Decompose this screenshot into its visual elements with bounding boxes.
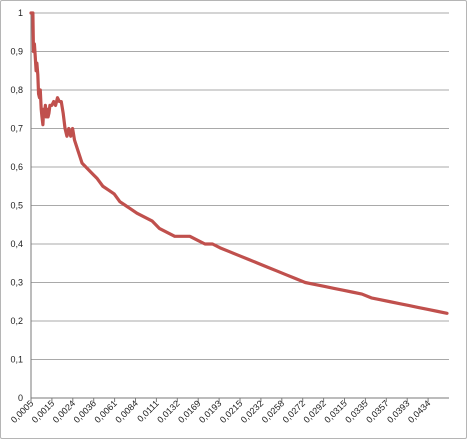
x-tick-label: 0,0272 xyxy=(281,398,308,425)
x-tick-labels: 0,00050,00150,00240,00360,00610,00840,01… xyxy=(9,398,433,425)
y-tick-label: 0,9 xyxy=(10,47,23,57)
y-tick-label: 1 xyxy=(18,8,23,18)
gridlines xyxy=(31,12,449,360)
y-tick-label: 0,8 xyxy=(10,85,23,95)
x-tick-label: 0,0061 xyxy=(92,398,119,425)
x-tick-label: 0,0434 xyxy=(406,398,433,425)
series xyxy=(29,11,449,315)
x-tick-label: 0,0357 xyxy=(364,398,391,425)
y-tick-label: 0,3 xyxy=(10,278,23,288)
x-tick-label: 0,0315 xyxy=(322,398,349,425)
y-tick-label: 0,6 xyxy=(10,162,23,172)
x-tick-label: 0,0132 xyxy=(155,398,182,425)
x-tick-label: 0,0193 xyxy=(197,398,224,425)
series-line xyxy=(29,11,449,315)
y-tick-label: 0,4 xyxy=(10,239,23,249)
y-tick-label: 0,1 xyxy=(10,355,23,365)
y-tick-label: 0,2 xyxy=(10,316,23,326)
y-tick-label: 0,7 xyxy=(10,124,23,134)
x-tick-label: 0,0393 xyxy=(385,398,412,425)
x-tick-label: 0,0084 xyxy=(113,398,140,425)
x-tick-label: 0,0036 xyxy=(72,398,99,425)
y-tick-label: 0,5 xyxy=(10,201,23,211)
x-tick-label: 0,0215 xyxy=(218,398,245,425)
x-tick-label: 0,0015 xyxy=(30,398,57,425)
x-tick-label: 0,0292 xyxy=(301,398,328,425)
x-tick-label: 0,0335 xyxy=(343,398,370,425)
axes xyxy=(30,13,449,402)
x-tick-label: 0,0258 xyxy=(260,398,287,425)
y-tick-labels: 0 0,1 0,2 0,3 0,4 0,5 0,6 0,7 0,8 0,9 1 xyxy=(10,8,23,403)
x-tick-label: 0,0169 xyxy=(176,398,203,425)
y-tick-label: 0 xyxy=(18,393,23,403)
x-tick-label: 0,0024 xyxy=(51,398,78,425)
x-tick-label: 0,0232 xyxy=(239,398,266,425)
